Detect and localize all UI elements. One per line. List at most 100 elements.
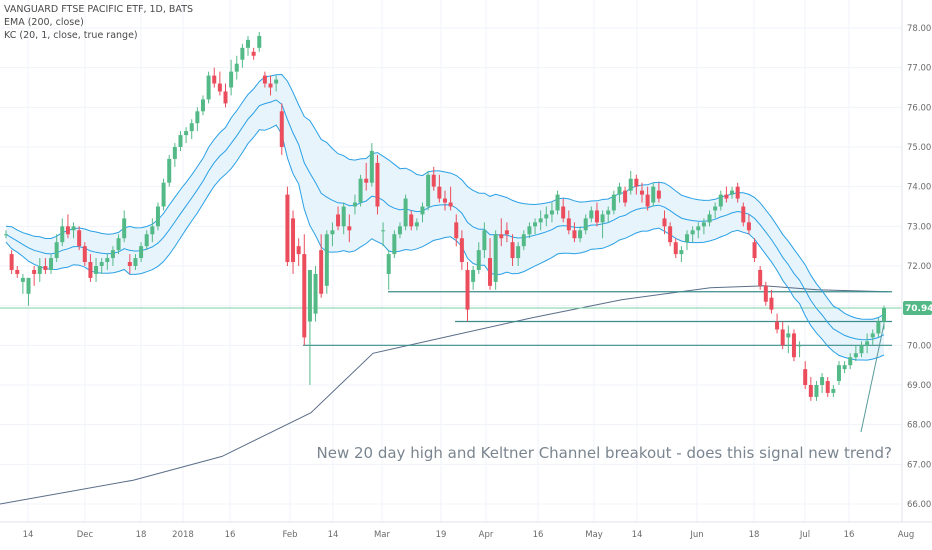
candle[interactable] — [713, 202, 718, 219]
candle[interactable] — [707, 210, 712, 227]
candle[interactable] — [685, 230, 690, 251]
candle[interactable] — [656, 182, 661, 203]
candle[interactable] — [229, 59, 234, 96]
candle[interactable] — [313, 266, 318, 322]
candle[interactable] — [195, 107, 200, 132]
candle[interactable] — [876, 317, 881, 338]
candle[interactable] — [752, 238, 757, 263]
candle[interactable] — [364, 162, 369, 191]
candle[interactable] — [730, 186, 735, 199]
candle[interactable] — [319, 234, 324, 298]
candle[interactable] — [848, 353, 853, 370]
candle[interactable] — [167, 154, 172, 187]
candle[interactable] — [26, 277, 31, 306]
candle[interactable] — [307, 269, 312, 385]
candle[interactable] — [825, 377, 830, 397]
candle[interactable] — [409, 210, 414, 231]
candle[interactable] — [217, 71, 222, 96]
candle[interactable] — [611, 190, 616, 215]
candle[interactable] — [257, 31, 262, 52]
candle[interactable] — [20, 273, 25, 294]
legend-ema[interactable]: EMA (200, close) — [4, 17, 84, 28]
candle[interactable] — [803, 361, 808, 389]
candle[interactable] — [82, 242, 87, 266]
candle[interactable] — [403, 194, 408, 231]
candle[interactable] — [606, 206, 611, 223]
candle[interactable] — [262, 71, 267, 88]
candle[interactable] — [758, 266, 763, 290]
candle[interactable] — [155, 202, 160, 231]
candle[interactable] — [493, 230, 498, 290]
time-axis[interactable]: 14 Dec 18 2018 16 Feb 14 Mar 19 Apr 16 May 14 Jun 18 Ju… — [23, 530, 915, 540]
candle[interactable] — [476, 242, 481, 274]
candle[interactable] — [251, 47, 256, 60]
candle[interactable] — [139, 242, 144, 263]
candle[interactable] — [555, 190, 560, 215]
candle[interactable] — [870, 329, 875, 346]
candle[interactable] — [741, 202, 746, 227]
candle[interactable] — [459, 230, 464, 270]
candle[interactable] — [285, 186, 290, 266]
candle[interactable] — [178, 131, 183, 151]
candle[interactable] — [662, 210, 667, 235]
candle[interactable] — [865, 333, 870, 354]
candle[interactable] — [690, 226, 695, 243]
candle[interactable] — [696, 222, 701, 239]
candle[interactable] — [122, 210, 127, 243]
candle[interactable] — [617, 182, 622, 203]
candle[interactable] — [482, 222, 487, 259]
candle[interactable] — [673, 238, 678, 259]
candle[interactable] — [110, 246, 115, 266]
candle[interactable] — [769, 289, 774, 314]
candle[interactable] — [268, 75, 273, 96]
candle[interactable] — [223, 83, 228, 108]
candle[interactable] — [842, 361, 847, 374]
candle[interactable] — [572, 222, 577, 243]
candle[interactable] — [735, 182, 740, 203]
candle[interactable] — [594, 202, 599, 227]
candle[interactable] — [341, 202, 346, 235]
candle[interactable] — [746, 214, 751, 235]
candle[interactable] — [499, 218, 504, 247]
candle[interactable] — [116, 234, 121, 255]
candle[interactable] — [634, 174, 639, 195]
candle[interactable] — [780, 321, 785, 350]
candle[interactable] — [212, 67, 217, 88]
candle[interactable] — [184, 127, 189, 144]
candle[interactable] — [397, 222, 402, 239]
candle[interactable] — [836, 361, 841, 385]
candle[interactable] — [831, 385, 836, 397]
candle[interactable] — [628, 170, 633, 195]
candle[interactable] — [375, 154, 380, 215]
candle[interactable] — [589, 206, 594, 223]
candle[interactable] — [9, 250, 14, 274]
candle[interactable] — [471, 266, 476, 290]
candle[interactable] — [527, 222, 532, 239]
candle[interactable] — [797, 341, 802, 358]
candle[interactable] — [206, 71, 211, 104]
candle[interactable] — [566, 210, 571, 235]
candle[interactable] — [324, 230, 329, 294]
candle[interactable] — [448, 186, 453, 211]
candle[interactable] — [127, 254, 132, 274]
candle[interactable] — [639, 182, 644, 203]
candle[interactable] — [37, 258, 42, 282]
candle[interactable] — [302, 234, 307, 346]
candle[interactable] — [651, 182, 656, 207]
candle[interactable] — [859, 341, 864, 358]
candle[interactable] — [54, 234, 59, 263]
candle[interactable] — [347, 214, 352, 243]
candle[interactable] — [431, 166, 436, 191]
candle[interactable] — [814, 381, 819, 401]
candle[interactable] — [820, 373, 825, 393]
candle[interactable] — [443, 190, 447, 211]
candle[interactable] — [583, 214, 588, 235]
candle[interactable] — [853, 345, 858, 362]
candle[interactable] — [578, 226, 583, 243]
candle[interactable] — [240, 43, 245, 68]
candle[interactable] — [291, 210, 296, 274]
candle[interactable] — [600, 210, 605, 239]
candle[interactable] — [718, 190, 723, 211]
candle[interactable] — [65, 214, 70, 239]
